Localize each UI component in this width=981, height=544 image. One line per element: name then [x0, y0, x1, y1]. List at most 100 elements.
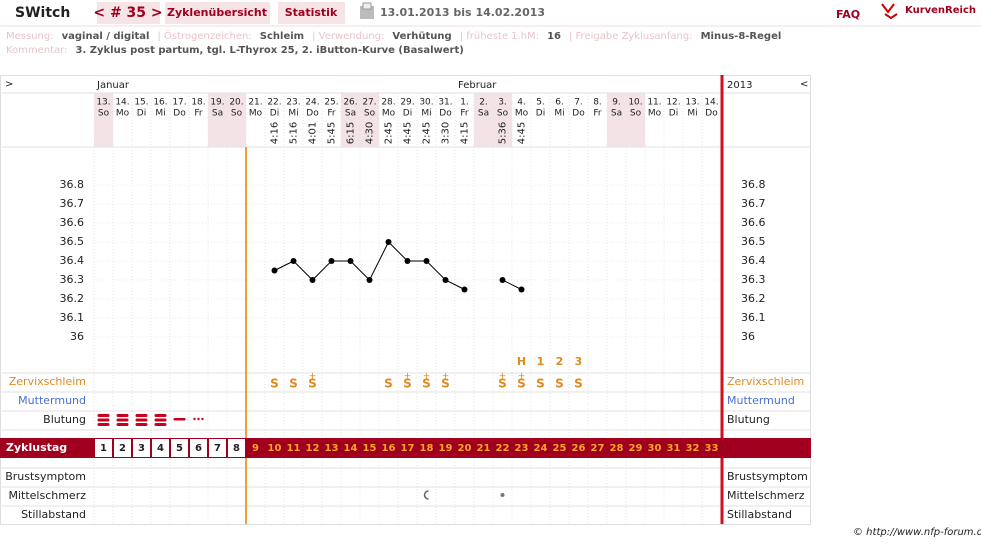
cervix-mark: S — [422, 377, 431, 391]
y-tick-label: 36 — [70, 330, 84, 343]
cycle-day-cell — [95, 439, 112, 457]
user-name: SWitch — [15, 5, 70, 21]
y-tick-label: 36.4 — [60, 254, 85, 267]
weekday: Mi — [687, 109, 697, 119]
faq-link: FAQ — [836, 8, 860, 21]
temperature-point — [347, 258, 354, 264]
cervix-mark: S — [289, 377, 298, 391]
weekday: Sa — [478, 109, 489, 119]
day-number: 11. — [647, 98, 661, 108]
day-number: 4. — [517, 98, 526, 108]
printer-icon[interactable] — [360, 2, 374, 19]
tab[interactable] — [165, 2, 270, 24]
peak-count: 3 — [575, 355, 583, 368]
cycle-day-cell — [114, 439, 131, 457]
peak-count: 1 — [537, 355, 545, 368]
weekend-shade — [227, 93, 246, 147]
cycle-day: 16 — [382, 443, 396, 454]
day-number: 31. — [438, 98, 452, 108]
day-number: 20. — [229, 98, 243, 108]
cervix-mark: S — [536, 377, 545, 391]
row-label: Stillabstand — [21, 508, 86, 521]
y-tick-label: 36.3 — [741, 273, 766, 286]
measure-time: 4:45 — [517, 122, 528, 144]
measure-time: 5:36 — [498, 122, 509, 144]
info-label: Messung: — [6, 31, 54, 42]
tab[interactable] — [278, 2, 345, 24]
measure-time: 5:45 — [327, 122, 338, 144]
cycle-day: 19 — [439, 443, 453, 454]
weekend-shade — [474, 93, 493, 147]
cycle-day: 26 — [572, 443, 586, 454]
month-label: Februar — [458, 80, 497, 91]
cycle-day: 8 — [233, 443, 240, 454]
day-number: 17. — [172, 98, 186, 108]
cervix-plus: + — [423, 372, 431, 382]
cycle-day: 7 — [214, 443, 221, 454]
weekend-shade — [341, 93, 360, 147]
measure-time: 4:15 — [460, 122, 471, 144]
cycle-day-label: Zyklustag — [6, 441, 67, 454]
weekday: Fr — [593, 109, 602, 119]
day-number: 14. — [115, 98, 129, 108]
cervix-mark: S — [308, 377, 317, 391]
temperature-point — [442, 277, 449, 283]
month-label: Januar — [96, 80, 130, 91]
weekday: Mo — [515, 109, 529, 119]
cycle-day: 32 — [686, 443, 700, 454]
top-bar — [0, 0, 981, 26]
measure-time: 4:45 — [403, 122, 414, 144]
day-number: 16. — [153, 98, 167, 108]
row-label: Stillabstand — [727, 508, 792, 521]
info-value: 3. Zyklus post partum, tgl. L-Thyrox 25,… — [76, 45, 464, 56]
row-label: Brustsymptom — [727, 470, 808, 483]
weekday: So — [98, 109, 110, 119]
cycle-button[interactable] — [97, 2, 160, 24]
cycle-day: 30 — [648, 443, 662, 454]
bleeding-mark — [201, 417, 204, 421]
copyright: © http://www.nfp-forum.de — [853, 527, 981, 538]
weekday: Di — [137, 109, 146, 119]
bleeding-mark — [116, 414, 129, 417]
cervix-mark: S — [403, 377, 412, 391]
weekday: Do — [572, 109, 585, 119]
weekday: Mi — [288, 109, 298, 119]
pain-mark — [500, 493, 505, 497]
cycle-day: 14 — [344, 443, 358, 454]
weekday: Do — [705, 109, 718, 119]
weekday: Mo — [116, 109, 130, 119]
temperature-point — [328, 258, 335, 264]
cycle-day: 12 — [306, 443, 320, 454]
cycle-day-cell — [228, 439, 245, 457]
temperature-point — [290, 258, 297, 264]
bleeding-mark — [97, 418, 110, 422]
cervix-mark: S — [574, 377, 583, 391]
info-label: | Verwendung: — [312, 31, 384, 42]
weekday: So — [231, 109, 243, 119]
day-number: 9. — [612, 98, 621, 108]
y-tick-label: 36.4 — [741, 254, 766, 267]
cervix-mark: S — [517, 377, 526, 391]
measure-time: 6:15 — [346, 122, 357, 144]
cervix-plus: + — [404, 372, 412, 382]
cycle-day: 25 — [553, 443, 567, 454]
cycle-switch: < # 35 > — [93, 5, 162, 21]
measure-time: 5:16 — [289, 122, 300, 144]
weekday: Fr — [460, 109, 469, 119]
weekend-shade — [493, 93, 512, 147]
y-tick-label: 36.6 — [60, 216, 85, 229]
weekend-shade — [607, 93, 626, 147]
cycle-day: 22 — [496, 443, 510, 454]
weekday: Di — [669, 109, 678, 119]
day-number: 5. — [536, 98, 545, 108]
weekday: Mi — [421, 109, 431, 119]
cervix-mark: S — [498, 377, 507, 391]
bleeding-mark — [116, 418, 129, 422]
day-number: 21. — [248, 98, 262, 108]
row-label: Mittelschmerz — [8, 489, 86, 502]
cycle-day: 10 — [268, 443, 282, 454]
weekend-shade — [208, 93, 227, 147]
weekend-shade — [360, 93, 379, 147]
cycle-day-cell — [209, 439, 226, 457]
